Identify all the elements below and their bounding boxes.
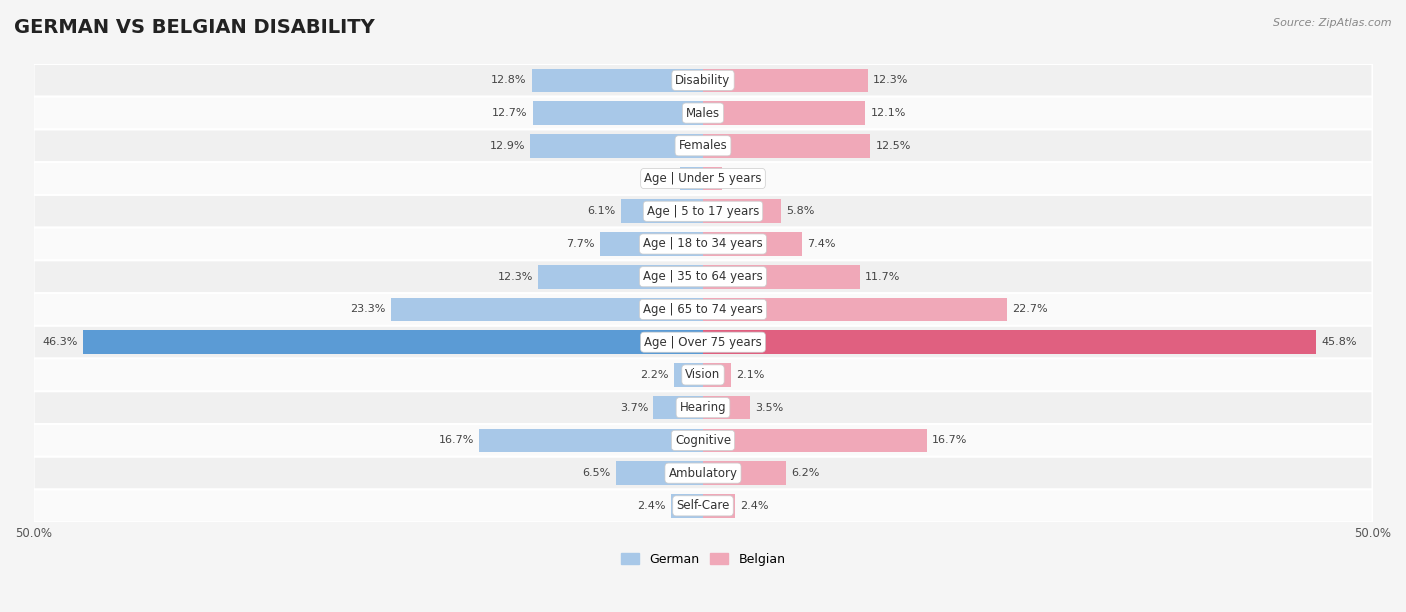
Text: 2.4%: 2.4% bbox=[741, 501, 769, 511]
Bar bbox=[533, 101, 703, 125]
Bar bbox=[703, 101, 865, 125]
Text: 12.5%: 12.5% bbox=[876, 141, 911, 151]
FancyBboxPatch shape bbox=[34, 162, 1372, 195]
Bar bbox=[673, 363, 703, 387]
FancyBboxPatch shape bbox=[34, 228, 1372, 260]
Text: Source: ZipAtlas.com: Source: ZipAtlas.com bbox=[1274, 18, 1392, 28]
Bar bbox=[616, 461, 703, 485]
Text: 6.5%: 6.5% bbox=[582, 468, 610, 478]
Bar bbox=[703, 166, 721, 190]
Bar bbox=[703, 69, 868, 92]
Bar bbox=[703, 297, 1007, 321]
Bar bbox=[703, 363, 731, 387]
Text: 11.7%: 11.7% bbox=[865, 272, 900, 282]
FancyBboxPatch shape bbox=[34, 424, 1372, 457]
Text: 1.4%: 1.4% bbox=[727, 174, 755, 184]
FancyBboxPatch shape bbox=[34, 64, 1372, 97]
Bar bbox=[703, 265, 859, 288]
Text: Age | 18 to 34 years: Age | 18 to 34 years bbox=[643, 237, 763, 250]
Bar bbox=[703, 330, 1316, 354]
Text: Hearing: Hearing bbox=[679, 401, 727, 414]
Text: 22.7%: 22.7% bbox=[1012, 304, 1047, 315]
FancyBboxPatch shape bbox=[34, 391, 1372, 424]
FancyBboxPatch shape bbox=[34, 457, 1372, 490]
Text: 16.7%: 16.7% bbox=[932, 435, 967, 446]
Text: Age | Over 75 years: Age | Over 75 years bbox=[644, 336, 762, 349]
Bar bbox=[703, 200, 780, 223]
Bar bbox=[391, 297, 703, 321]
Text: Age | 35 to 64 years: Age | 35 to 64 years bbox=[643, 271, 763, 283]
FancyBboxPatch shape bbox=[34, 129, 1372, 162]
Text: 3.7%: 3.7% bbox=[620, 403, 648, 412]
FancyBboxPatch shape bbox=[34, 195, 1372, 228]
Text: 12.8%: 12.8% bbox=[491, 75, 526, 85]
Text: 1.7%: 1.7% bbox=[647, 174, 675, 184]
Bar bbox=[671, 494, 703, 518]
Bar bbox=[703, 134, 870, 157]
Text: Males: Males bbox=[686, 106, 720, 119]
Bar bbox=[703, 461, 786, 485]
Text: 12.3%: 12.3% bbox=[873, 75, 908, 85]
Text: Age | Under 5 years: Age | Under 5 years bbox=[644, 172, 762, 185]
Bar bbox=[703, 428, 927, 452]
Bar bbox=[654, 396, 703, 419]
Text: 16.7%: 16.7% bbox=[439, 435, 474, 446]
Text: 12.1%: 12.1% bbox=[870, 108, 905, 118]
Text: 12.7%: 12.7% bbox=[492, 108, 527, 118]
Text: GERMAN VS BELGIAN DISABILITY: GERMAN VS BELGIAN DISABILITY bbox=[14, 18, 375, 37]
Legend: German, Belgian: German, Belgian bbox=[616, 548, 790, 571]
FancyBboxPatch shape bbox=[34, 326, 1372, 359]
Text: 7.4%: 7.4% bbox=[807, 239, 837, 249]
Text: Self-Care: Self-Care bbox=[676, 499, 730, 512]
Bar bbox=[538, 265, 703, 288]
Bar bbox=[83, 330, 703, 354]
Text: Disability: Disability bbox=[675, 74, 731, 87]
Bar bbox=[703, 232, 801, 256]
Text: 6.2%: 6.2% bbox=[792, 468, 820, 478]
FancyBboxPatch shape bbox=[34, 293, 1372, 326]
Text: 12.9%: 12.9% bbox=[489, 141, 524, 151]
Bar bbox=[600, 232, 703, 256]
Text: 5.8%: 5.8% bbox=[786, 206, 814, 216]
Bar bbox=[681, 166, 703, 190]
Text: Vision: Vision bbox=[685, 368, 721, 381]
Bar bbox=[703, 494, 735, 518]
Text: Cognitive: Cognitive bbox=[675, 434, 731, 447]
Bar bbox=[703, 396, 749, 419]
Text: 3.5%: 3.5% bbox=[755, 403, 783, 412]
FancyBboxPatch shape bbox=[34, 490, 1372, 522]
FancyBboxPatch shape bbox=[34, 359, 1372, 391]
Text: 23.3%: 23.3% bbox=[350, 304, 385, 315]
Bar bbox=[530, 134, 703, 157]
Text: Age | 5 to 17 years: Age | 5 to 17 years bbox=[647, 205, 759, 218]
Text: 2.2%: 2.2% bbox=[640, 370, 668, 380]
Text: 46.3%: 46.3% bbox=[42, 337, 77, 347]
Text: Females: Females bbox=[679, 140, 727, 152]
Bar bbox=[531, 69, 703, 92]
Text: 2.1%: 2.1% bbox=[737, 370, 765, 380]
Text: 7.7%: 7.7% bbox=[567, 239, 595, 249]
Text: Ambulatory: Ambulatory bbox=[668, 466, 738, 480]
FancyBboxPatch shape bbox=[34, 260, 1372, 293]
Text: 2.4%: 2.4% bbox=[637, 501, 665, 511]
Text: Age | 65 to 74 years: Age | 65 to 74 years bbox=[643, 303, 763, 316]
Text: 45.8%: 45.8% bbox=[1322, 337, 1357, 347]
Bar bbox=[621, 200, 703, 223]
Bar bbox=[479, 428, 703, 452]
FancyBboxPatch shape bbox=[34, 97, 1372, 129]
Text: 12.3%: 12.3% bbox=[498, 272, 533, 282]
Text: 6.1%: 6.1% bbox=[588, 206, 616, 216]
